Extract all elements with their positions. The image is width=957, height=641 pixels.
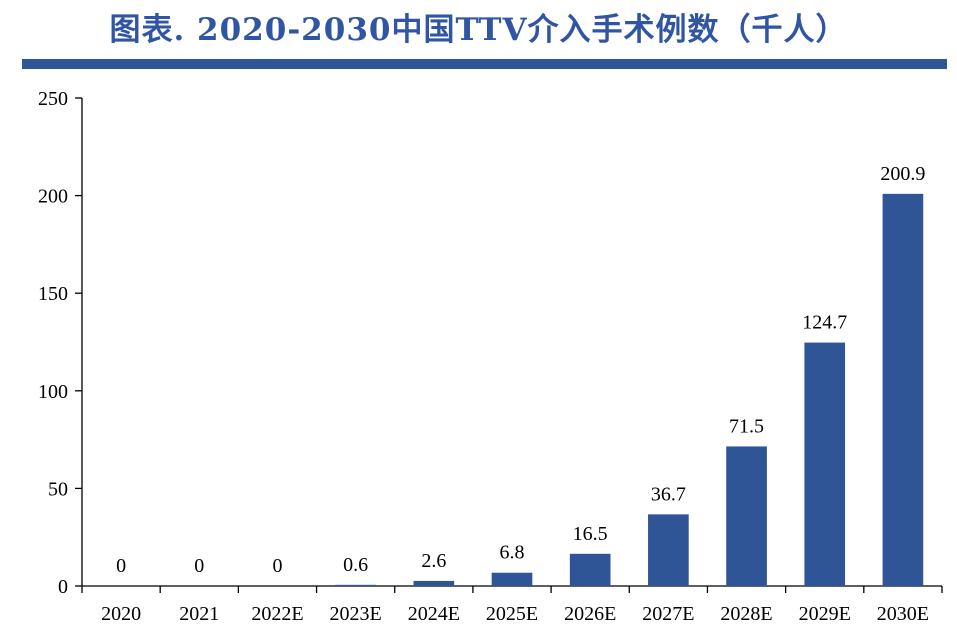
y-axis: 0 50 100 150 200 250 (38, 88, 83, 598)
y-tick-label: 0 (58, 576, 68, 598)
data-label-2023E: 0.6 (343, 554, 368, 576)
x-tick-label: 2020 (101, 603, 141, 625)
x-tick-label: 2028E (720, 603, 772, 625)
x-tick-label: 2023E (330, 603, 382, 625)
y-tick-label: 150 (38, 283, 68, 305)
x-tick-label: 2025E (486, 603, 538, 625)
x-tick-label: 2022E (251, 603, 303, 625)
data-label-2020: 0 (116, 555, 126, 577)
data-label-2025E: 6.8 (500, 542, 525, 564)
data-label-2029E: 124.7 (802, 312, 847, 334)
data-label-2026E: 16.5 (573, 523, 608, 545)
bar-2025E (491, 572, 533, 586)
bar-2026E (569, 553, 611, 586)
y-tick-label: 100 (38, 381, 68, 403)
y-tick-label: 50 (48, 478, 68, 500)
bar-2028E (726, 446, 767, 586)
data-label-2028E: 71.5 (729, 415, 764, 437)
y-tick-label: 250 (38, 88, 68, 110)
x-axis: 2020 2021 2022E 2023E 2024E 2025E 2026E 2027E 20… (81, 585, 943, 625)
bar-2027E (648, 514, 689, 586)
bar-2023E (335, 584, 376, 586)
title-divider (22, 59, 947, 69)
data-label-2021: 0 (194, 555, 204, 577)
bar-2024E (413, 580, 455, 586)
x-tick-label: 2026E (564, 603, 616, 625)
data-label-2030E: 200.9 (880, 163, 925, 185)
x-tick-label: 2029E (799, 603, 851, 625)
data-label-2027E: 36.7 (651, 483, 686, 505)
x-tick-label: 2021 (179, 603, 219, 625)
x-tick-label: 2024E (408, 603, 460, 625)
bar-2030E (882, 193, 924, 586)
y-tick-label: 200 (38, 186, 68, 208)
chart-title: 图表. 2020-2030中国TTV介入手术例数（千人） (109, 12, 848, 48)
bar-2029E (804, 342, 846, 586)
bar-series (335, 193, 924, 586)
x-tick-label: 2027E (642, 603, 694, 625)
x-tick-label: 2030E (877, 603, 929, 625)
data-labels: 0 0 0 0.6 2.6 6.8 16.5 36.7 71.5 124.7 200.9 (116, 163, 925, 577)
data-label-2022E: 0 (272, 555, 282, 577)
data-label-2024E: 2.6 (421, 550, 446, 572)
